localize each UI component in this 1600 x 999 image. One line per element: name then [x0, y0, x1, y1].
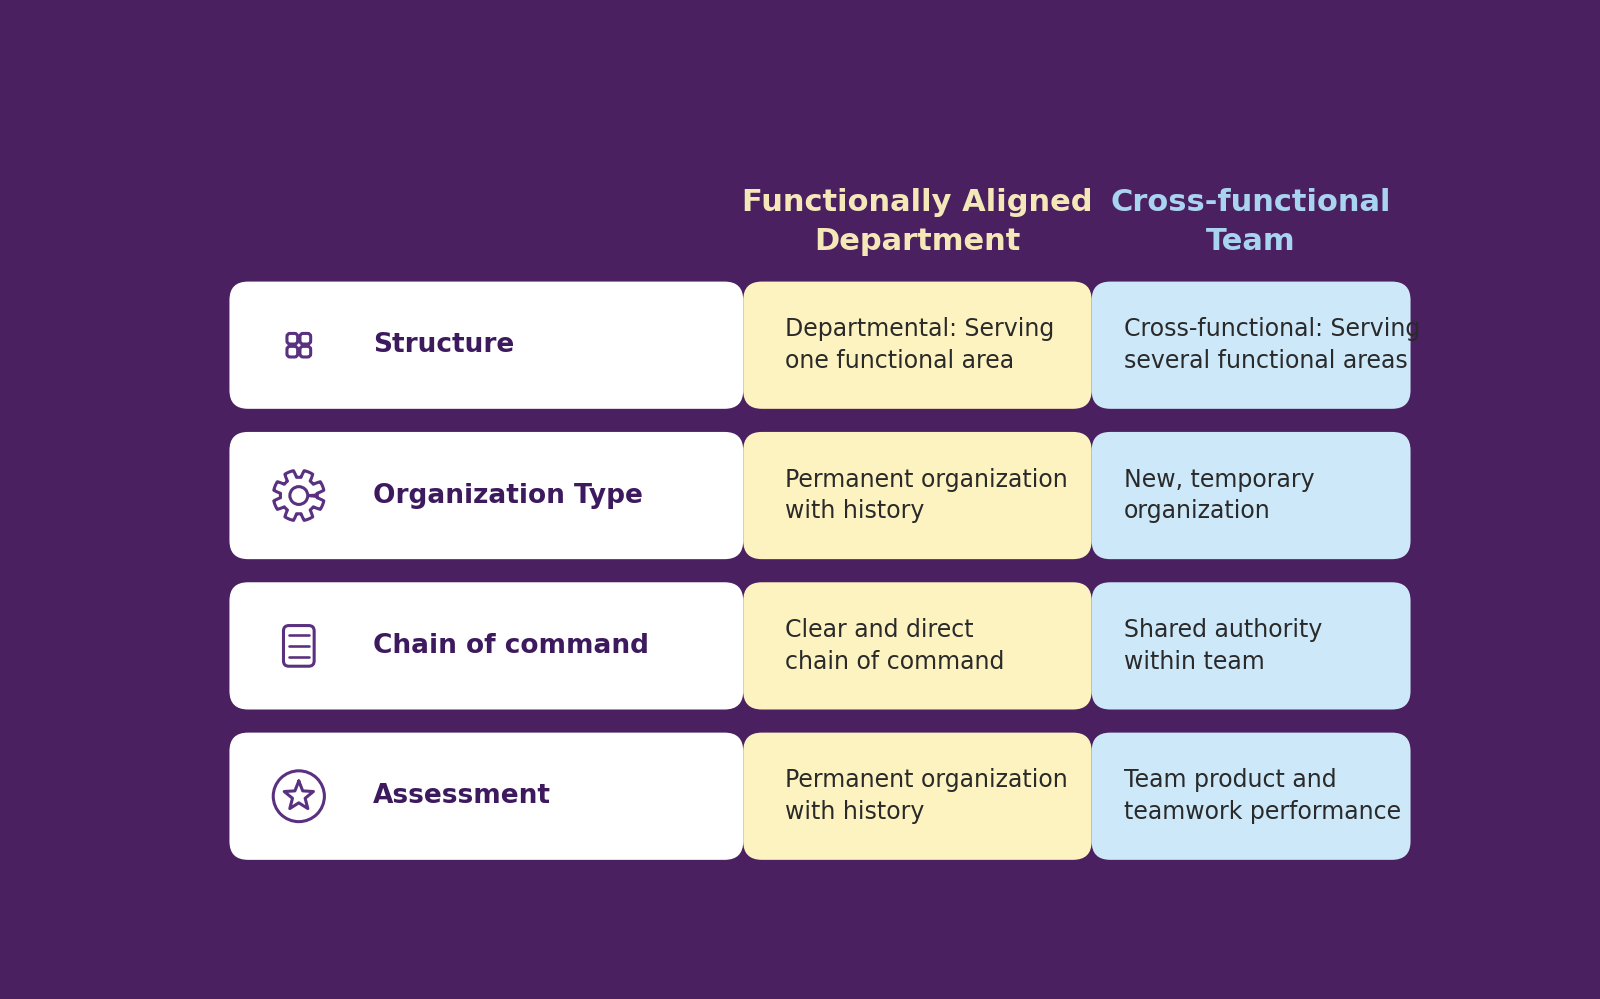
FancyBboxPatch shape: [1091, 732, 1411, 860]
FancyBboxPatch shape: [1091, 432, 1411, 559]
FancyBboxPatch shape: [744, 732, 1091, 860]
FancyBboxPatch shape: [229, 732, 744, 860]
Text: Shared authority
within team: Shared authority within team: [1123, 618, 1322, 673]
Text: Chain of command: Chain of command: [373, 633, 650, 659]
FancyBboxPatch shape: [744, 282, 1091, 409]
FancyBboxPatch shape: [1091, 582, 1411, 709]
Text: Assessment: Assessment: [373, 783, 552, 809]
Text: Permanent organization
with history: Permanent organization with history: [786, 768, 1067, 824]
Text: Functionally Aligned
Department: Functionally Aligned Department: [742, 188, 1093, 256]
FancyBboxPatch shape: [1091, 282, 1411, 409]
FancyBboxPatch shape: [744, 582, 1091, 709]
FancyBboxPatch shape: [229, 282, 744, 409]
Text: New, temporary
organization: New, temporary organization: [1123, 468, 1314, 523]
Text: Structure: Structure: [373, 333, 515, 359]
Text: Cross-functional: Serving
several functional areas: Cross-functional: Serving several functi…: [1123, 318, 1419, 373]
FancyBboxPatch shape: [744, 432, 1091, 559]
FancyBboxPatch shape: [229, 582, 744, 709]
FancyBboxPatch shape: [229, 432, 744, 559]
Text: Cross-functional
Team: Cross-functional Team: [1110, 188, 1392, 256]
Text: Organization Type: Organization Type: [373, 483, 643, 508]
Text: Clear and direct
chain of command: Clear and direct chain of command: [786, 618, 1005, 673]
Text: Permanent organization
with history: Permanent organization with history: [786, 468, 1067, 523]
Text: Departmental: Serving
one functional area: Departmental: Serving one functional are…: [786, 318, 1054, 373]
Text: Team product and
teamwork performance: Team product and teamwork performance: [1123, 768, 1400, 824]
